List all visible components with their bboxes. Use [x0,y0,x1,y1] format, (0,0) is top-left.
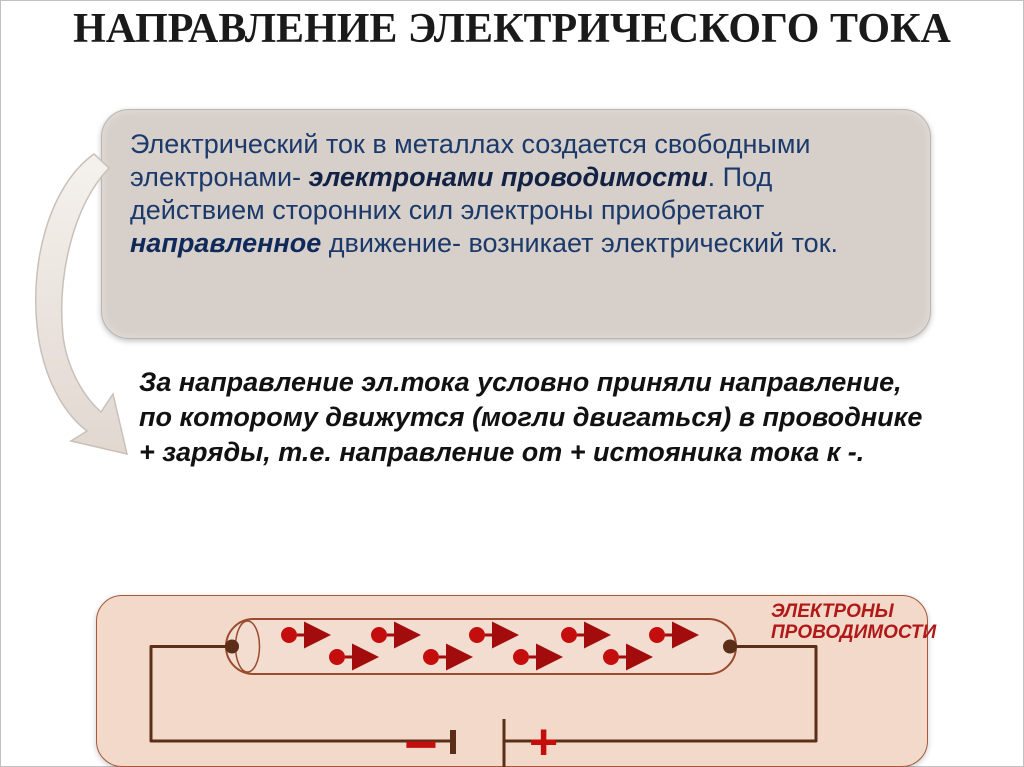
electrons-label-line1: ЭЛЕКТРОНЫ [771,601,894,622]
electrons-label-line2: ПРОВОДИМОСТИ [771,622,936,643]
convention-text: За направление эл.тока условно приняли н… [139,365,939,470]
plus-sign: + [529,713,558,767]
def-part3: движение- возникает электрический ток. [321,228,838,258]
electrons-label: ЭЛЕКТРОНЫ ПРОВОДИМОСТИ [771,602,936,644]
definition-panel: Электрический ток в металлах создается с… [101,109,931,339]
def-em1: электронами проводимости [309,162,708,192]
page-title: НАПРАВЛЕНИЕ ЭЛЕКТРИЧЕСКОГО ТОКА [1,1,1023,52]
curved-arrow-icon [9,146,149,466]
def-em2: направленное [130,228,321,258]
definition-text: Электрический ток в металлах создается с… [130,128,902,260]
minus-sign: − [404,711,438,767]
